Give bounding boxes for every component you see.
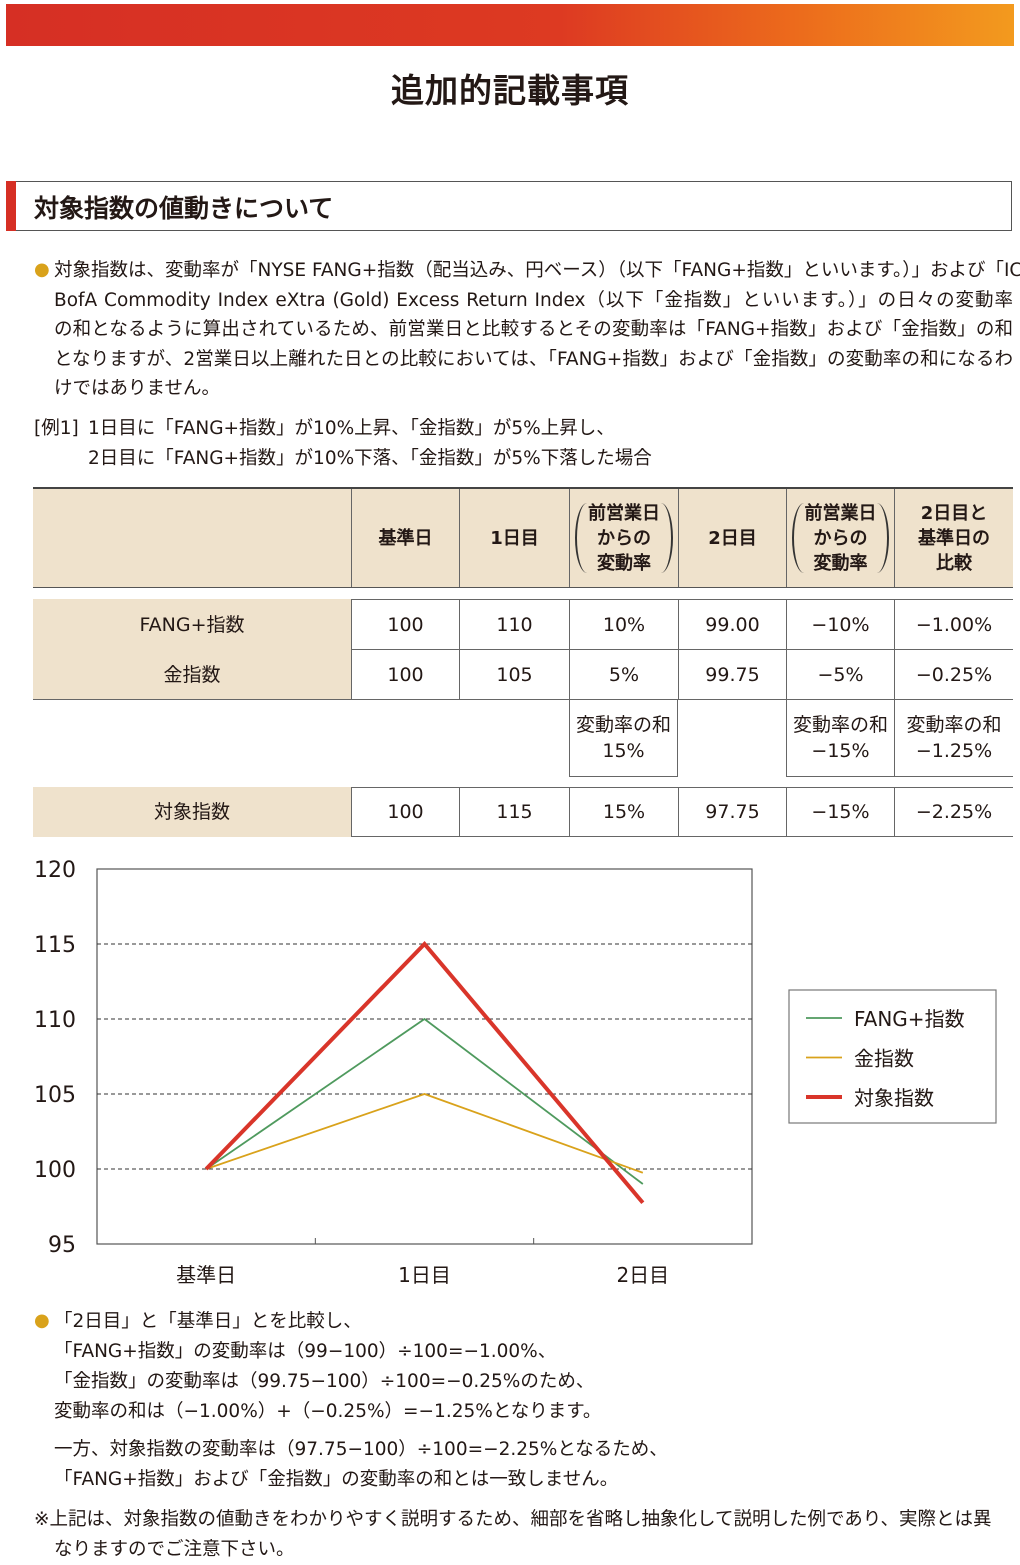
y-tick-label: 115 [34, 933, 76, 958]
x-tick-label: 基準日 [176, 1263, 236, 1287]
sum-text: 変動率の和 [906, 713, 1002, 736]
legend-label: 対象指数 [854, 1086, 934, 1110]
table-header-left [351, 489, 352, 587]
table-cell: 100 [351, 599, 459, 650]
header-text: からの [813, 527, 868, 549]
conclusion-line: 一方、対象指数の変動率は（97.75−100）÷100=−2.25%となるため、 [54, 1439, 668, 1460]
row-bg [33, 787, 1013, 837]
sum-text: −15% [811, 739, 870, 762]
table-cell: 100 [351, 649, 459, 700]
table-cell: 97.75 [678, 787, 786, 837]
row-label: FANG+指数 [33, 599, 351, 650]
table-header-cell: 2日目 [678, 489, 786, 587]
series-line [204, 941, 645, 1205]
table-cell: 10% [569, 599, 678, 650]
table-cell: −10% [786, 599, 894, 650]
row-label: 対象指数 [33, 787, 351, 837]
x-tick-label: 2日目 [616, 1263, 669, 1287]
sum-cell: 変動率の和 −1.25% [894, 699, 1013, 777]
header-text: 基準日の [918, 527, 990, 549]
x-tick-label: 1日目 [398, 1263, 451, 1287]
example-label: [例1] [34, 418, 79, 439]
page-title: 追加的記載事項 [391, 71, 629, 110]
table-header-bg [33, 487, 1013, 588]
intro-line: の和となるように算出されているため、前営業日と比較するとその変動率は「FANG+… [54, 319, 1013, 340]
table-cell: 100 [351, 787, 459, 837]
table-cell: 115 [459, 787, 569, 837]
table-cell: 110 [459, 599, 569, 650]
conclusion-line: 「2日目」と「基準日」とを比較し、 [54, 1311, 362, 1332]
paren [575, 503, 673, 573]
table-cell: −2.25% [894, 787, 1013, 837]
paren [792, 503, 889, 573]
sum-cell: 変動率の和 −15% [786, 699, 894, 777]
header-text: 1日目 [490, 527, 539, 549]
example-line: 2日目に「FANG+指数」が10%下落、「金指数」が5%下落した場合 [88, 448, 652, 469]
bullet: ● [34, 259, 50, 280]
bullet: ● [34, 1310, 50, 1331]
y-tick-label: 120 [34, 858, 76, 883]
row-label: 金指数 [33, 649, 351, 700]
sum-text: 変動率の和 [575, 713, 671, 736]
y-tick-label: 105 [34, 1083, 76, 1108]
y-tick-label: 100 [34, 1158, 76, 1183]
conclusion-line: 「FANG+指数」の変動率は（99−100）÷100=−1.00%、 [54, 1341, 557, 1362]
header-text: からの [597, 527, 651, 549]
table-cell: 15% [569, 787, 678, 837]
note-line: なりますのでご注意下さい。 [54, 1539, 295, 1560]
example-line: 1日目に「FANG+指数」が10%上昇、「金指数」が5%上昇し、 [88, 418, 615, 439]
table-header-cell: 基準日 [351, 489, 459, 587]
header-text: 2日目 [708, 527, 757, 549]
table-cell: 105 [459, 649, 569, 700]
table-cell: −1.00% [894, 599, 1013, 650]
sum-text: −1.25% [915, 739, 993, 762]
series-line [205, 1017, 644, 1185]
sum-text: 15% [602, 739, 645, 762]
conclusion-line: 変動率の和は（−1.00%）+（−0.25%）=−1.25%となります。 [54, 1401, 602, 1422]
sum-cell: 変動率の和 15% [569, 699, 678, 777]
header-text: 前営業日 [804, 502, 877, 524]
header-bar [6, 4, 1014, 46]
y-tick-label: 110 [34, 1008, 76, 1033]
intro-line: けではありません。 [54, 378, 220, 399]
header-text: 2日目と [920, 502, 988, 524]
table-cell: 99.75 [678, 649, 786, 700]
intro-line: BofA Commodity Index eXtra (Gold) Excess… [54, 289, 1013, 311]
table-cell: 5% [569, 649, 678, 700]
header-text: 比較 [936, 552, 972, 574]
table-header-cell: 2日目と基準日の比較 [894, 489, 1013, 587]
legend-label: FANG+指数 [854, 1007, 965, 1031]
table-cell: −15% [786, 787, 894, 837]
series-line [205, 1093, 644, 1174]
header-text: 基準日 [378, 527, 433, 549]
table-cell: 99.00 [678, 599, 786, 650]
conclusion-line: 「FANG+指数」および「金指数」の変動率の和とは一致しません。 [54, 1469, 619, 1490]
legend-label: 金指数 [854, 1047, 914, 1071]
section-title: 対象指数の値動きについて [34, 194, 334, 223]
conclusion-line: 「金指数」の変動率は（99.75−100）÷100=−0.25%のため、 [54, 1371, 595, 1392]
note-line: ※上記は、対象指数の値動きをわかりやすく説明するため、細部を省略し抽象化して説明… [34, 1509, 992, 1530]
plot-frame [96, 868, 753, 1245]
sum-text: 変動率の和 [792, 713, 888, 736]
table-header-cell: 前営業日からの変動率 [786, 489, 894, 587]
intro-line: 対象指数は、変動率が「NYSE FANG+指数（配当込み、円ベース）（以下「FA… [54, 260, 1020, 281]
header-text: 前営業日 [588, 502, 660, 524]
y-tick-label: 95 [48, 1233, 76, 1258]
table-header-cell: 1日目 [459, 489, 569, 587]
row-line [33, 699, 1013, 700]
header-text: 変動率 [813, 552, 868, 574]
table-header-cell: 前営業日からの変動率 [569, 489, 678, 587]
legend-box [788, 989, 997, 1124]
intro-line: となりますが、2営業日以上離れた日との比較においては、「FANG+指数」および「… [54, 348, 1013, 370]
table-cell: −0.25% [894, 649, 1013, 700]
header-text: 変動率 [597, 552, 651, 574]
section-accent [6, 181, 16, 231]
table-cell: −5% [786, 649, 894, 700]
